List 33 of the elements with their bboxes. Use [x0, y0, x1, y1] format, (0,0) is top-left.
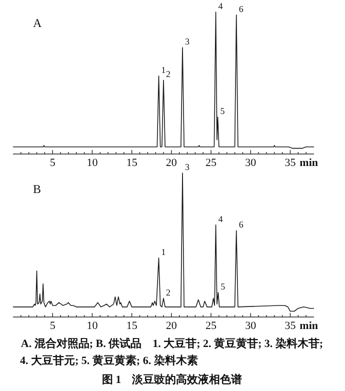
x-tick-label: 35 — [284, 320, 296, 332]
x-tick-label: 30 — [245, 157, 257, 169]
caption: 图 1 淡豆豉的高效液相色谱 — [102, 373, 242, 386]
x-axis-title: min — [300, 320, 318, 332]
annotation: 4 — [218, 214, 224, 224]
x-tick-label: 35 — [284, 157, 296, 169]
text: 4. 大豆苷元; 5. 黄豆黄素; 6. 染料木素 — [20, 354, 198, 367]
text: A. 混合对照品; B. 供试品 1. 大豆苷; 2. 黄豆黄苷; 3. 染料木苷; — [20, 337, 324, 350]
annotation: 3 — [185, 36, 190, 46]
annotation: 3 — [185, 162, 190, 172]
x-tick-label: 30 — [245, 320, 257, 332]
annotation: 1 — [161, 64, 166, 75]
annotation: 4 — [218, 1, 224, 11]
x-axis-title: min — [300, 157, 318, 169]
x-tick-label: 5 — [50, 157, 56, 169]
chart-title: A — [33, 16, 42, 30]
annotation: 2 — [166, 287, 170, 298]
x-tick-label: 25 — [206, 320, 218, 332]
text: B — [33, 182, 42, 196]
x-tick-label: 15 — [126, 157, 138, 169]
annotation: 2 — [166, 69, 170, 80]
x-tick-label: 25 — [206, 157, 218, 169]
x-tick-label: 10 — [86, 157, 98, 169]
x-tick-label: 20 — [166, 320, 178, 332]
annotation: 5 — [220, 106, 226, 116]
x-tick-label: 15 — [126, 320, 138, 332]
x-tick-label: 5 — [50, 320, 56, 332]
x-tick-label: 10 — [86, 320, 98, 332]
annotation: 6 — [238, 220, 244, 230]
x-tick-label: 20 — [166, 157, 178, 169]
annotation: 6 — [238, 4, 244, 14]
annotation: 5 — [220, 282, 226, 292]
annotation: 1 — [161, 246, 166, 257]
